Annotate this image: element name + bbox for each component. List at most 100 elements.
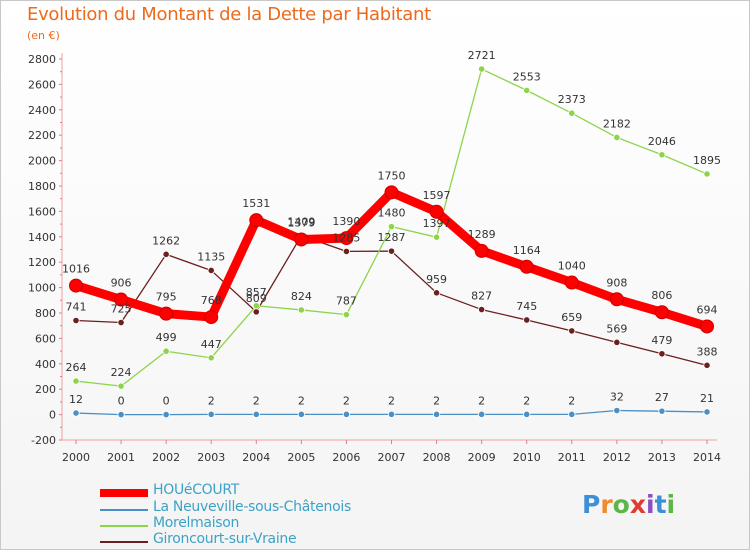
- data-label: 569: [606, 322, 627, 335]
- data-label: 1285: [332, 231, 360, 244]
- data-label: 787: [336, 295, 357, 308]
- y-tick-label: 1800: [28, 180, 56, 193]
- x-tick-label: 2008: [423, 451, 451, 464]
- x-tick-label: 2005: [287, 451, 315, 464]
- data-label: 2: [568, 394, 575, 407]
- logo-letter: o: [612, 490, 630, 519]
- data-label: 0: [163, 395, 170, 408]
- y-tick-label: 2800: [28, 53, 56, 66]
- y-tick-label: 400: [35, 358, 56, 371]
- chart-subtitle: (en €): [27, 29, 60, 42]
- data-label: 827: [471, 290, 492, 303]
- data-point: [658, 151, 666, 159]
- data-point: [654, 305, 669, 320]
- data-point: [478, 65, 486, 73]
- data-point: [117, 382, 125, 390]
- x-tick-label: 2007: [378, 451, 406, 464]
- data-label: 809: [246, 292, 267, 305]
- data-label: 32: [610, 391, 624, 404]
- data-point: [387, 223, 396, 231]
- data-point: [523, 316, 531, 324]
- data-label: 1040: [558, 260, 586, 273]
- data-point: [252, 410, 260, 418]
- data-point: [658, 350, 666, 358]
- data-point: [162, 410, 170, 419]
- data-label: 824: [291, 290, 312, 303]
- logo-letter: i: [666, 490, 676, 519]
- x-tick-label: 2012: [603, 451, 631, 464]
- data-point: [613, 338, 621, 346]
- data-label: 908: [606, 276, 627, 289]
- data-point: [162, 347, 170, 355]
- data-label: 1397: [423, 217, 451, 230]
- y-tick-label: 0: [49, 409, 56, 422]
- legend-label: HOUéCOURT: [153, 482, 240, 498]
- data-point: [297, 306, 305, 314]
- legend-swatch: [100, 509, 148, 511]
- data-point: [523, 410, 531, 418]
- data-label: 2: [343, 394, 350, 407]
- data-label: 12: [69, 393, 83, 406]
- y-tick-label: 1400: [28, 231, 56, 244]
- y-tick-label: 800: [35, 307, 56, 320]
- data-point: [478, 410, 486, 418]
- data-point: [159, 306, 174, 321]
- data-point: [432, 289, 441, 297]
- data-label: 1016: [62, 263, 90, 276]
- logo-letter: t: [654, 490, 667, 519]
- data-point: [162, 250, 170, 258]
- legend-label: La Neuveville-sous-Châtenois: [153, 499, 351, 515]
- data-label: 1480: [378, 207, 406, 220]
- data-label: 479: [651, 334, 672, 347]
- data-point: [252, 308, 260, 316]
- data-label: 499: [156, 331, 177, 344]
- data-label: 2: [478, 394, 485, 407]
- data-label: 694: [697, 303, 718, 316]
- data-point: [568, 410, 576, 418]
- data-point: [519, 259, 534, 274]
- x-tick-label: 2000: [62, 451, 90, 464]
- data-label: 741: [66, 300, 87, 313]
- data-point: [297, 410, 305, 418]
- data-label: 857: [246, 286, 267, 299]
- data-label: 2: [433, 394, 440, 407]
- data-label: 1289: [468, 228, 496, 241]
- data-point: [387, 410, 396, 418]
- data-point: [564, 275, 579, 290]
- data-label: 21: [700, 392, 714, 405]
- data-point: [117, 318, 125, 327]
- data-label: 659: [561, 311, 582, 324]
- data-point: [114, 292, 129, 307]
- y-tick-label: 1200: [28, 256, 56, 269]
- data-point: [568, 109, 576, 117]
- data-point: [703, 408, 711, 416]
- data-point: [204, 310, 219, 325]
- data-point: [703, 361, 711, 369]
- y-tick-label: 1600: [28, 205, 56, 218]
- data-label: 2: [523, 394, 530, 407]
- legend-swatch: [100, 541, 148, 543]
- data-point: [613, 406, 621, 415]
- x-tick-label: 2001: [107, 451, 135, 464]
- data-point: [339, 231, 354, 246]
- data-point: [432, 233, 441, 241]
- data-point: [700, 319, 714, 334]
- data-point: [207, 354, 215, 362]
- data-point: [342, 410, 351, 418]
- legend-label: Gironcourt-sur-Vraine: [153, 531, 297, 547]
- y-tick-label: 2400: [28, 104, 56, 117]
- data-label: 2553: [513, 70, 541, 83]
- y-tick-label: 1000: [28, 282, 56, 295]
- data-point: [72, 409, 80, 417]
- data-point: [294, 232, 309, 247]
- data-point: [429, 204, 444, 219]
- data-label: 2046: [648, 135, 676, 148]
- data-label: 725: [111, 303, 132, 316]
- data-point: [249, 213, 264, 228]
- data-label: 959: [426, 273, 447, 286]
- x-tick-label: 2004: [242, 451, 270, 464]
- data-label: 2: [253, 394, 260, 407]
- data-point: [207, 410, 215, 418]
- data-label: 906: [111, 277, 132, 290]
- data-point: [474, 243, 489, 258]
